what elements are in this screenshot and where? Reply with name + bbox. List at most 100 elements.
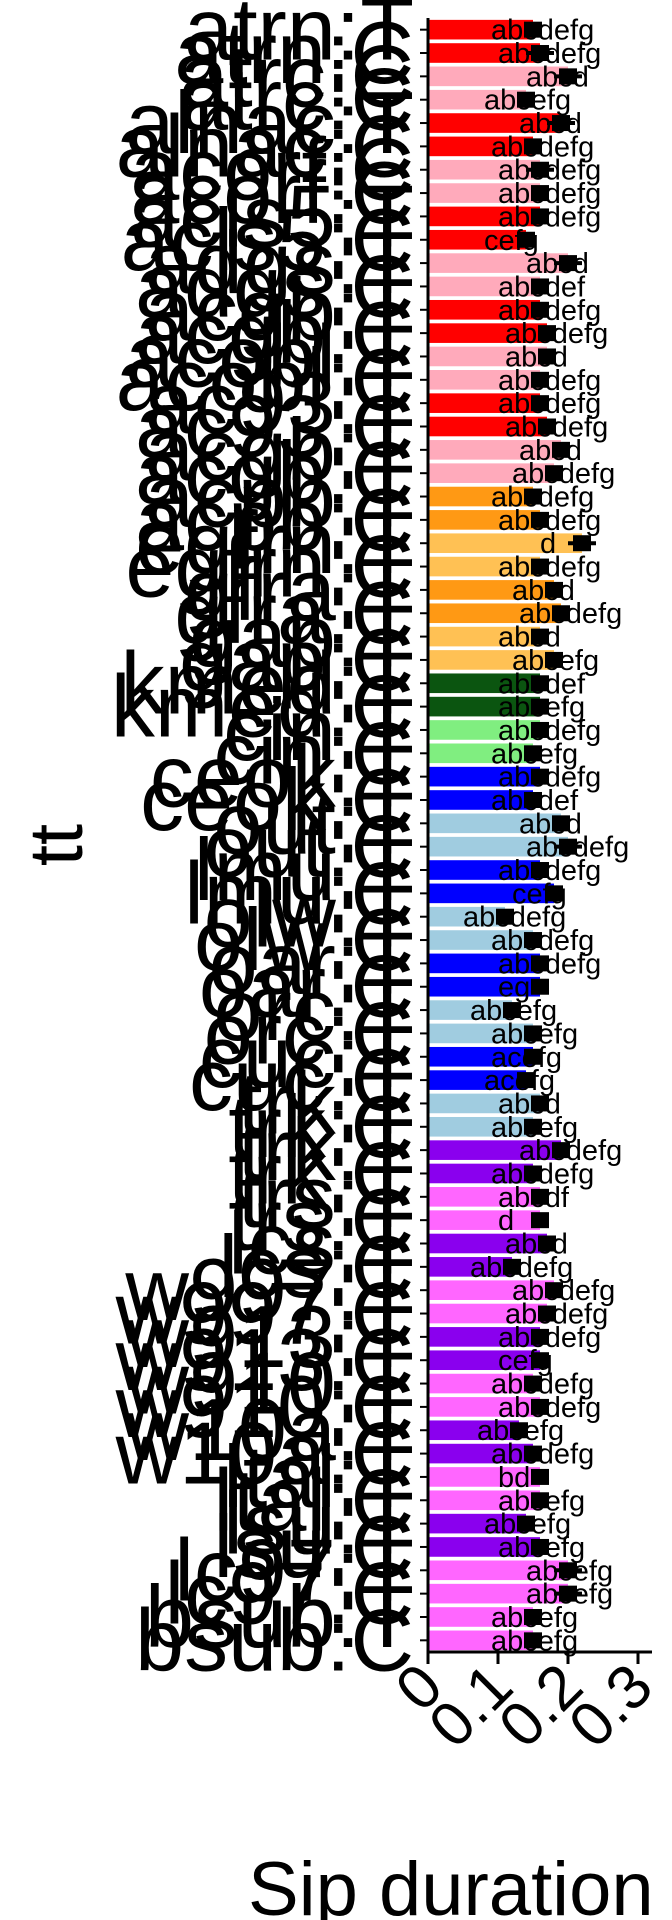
y-tick-label: trk:T — [238, 1100, 414, 1199]
bar-label: abcdefg — [498, 295, 601, 327]
bar-label: abcdefg — [498, 388, 601, 420]
bar — [428, 276, 540, 297]
error-marker — [531, 955, 549, 972]
y-tick-label: w997:C — [115, 1264, 414, 1363]
error-marker — [524, 1632, 542, 1649]
error-marker — [559, 255, 577, 272]
bar-label: cefg — [512, 878, 567, 910]
bar-label: cefg — [498, 1345, 553, 1377]
y-tick-label: w910:T — [124, 1334, 414, 1433]
y-tick-label: lc97:C — [165, 1544, 414, 1643]
bar — [428, 89, 526, 110]
y-tick-label: adgs:C — [135, 236, 414, 335]
error-marker — [524, 488, 542, 505]
bar — [428, 1000, 512, 1020]
error-marker — [524, 1445, 542, 1462]
bar — [428, 416, 547, 437]
bar — [428, 836, 568, 857]
error-marker — [552, 605, 570, 622]
bar-label: abcdefg — [491, 1439, 594, 1471]
bar-label: abcd — [526, 61, 589, 93]
y-tick-label: gap:T — [189, 587, 414, 686]
error-marker — [524, 932, 542, 949]
y-tick-labels: atrn:Tatrn:Catrc:Catrc:Calnac:Talnac:Cac… — [111, 0, 414, 1689]
y-tick-label: cin:T — [223, 680, 414, 779]
bar — [428, 696, 540, 717]
error-marker — [545, 465, 563, 482]
bar-label: abcdefg — [491, 15, 594, 47]
bar — [428, 159, 540, 180]
bar — [428, 953, 540, 974]
error-marker — [510, 1422, 528, 1439]
bar-label: abcefg — [477, 1415, 564, 1447]
bar — [428, 510, 540, 530]
bar-label: abcdefg — [526, 832, 629, 864]
error-marker — [545, 651, 563, 668]
error-marker — [524, 1608, 542, 1625]
error-marker — [531, 395, 549, 412]
y-tick-label: acls5:T — [130, 166, 414, 265]
y-tick-label: atrn:T — [184, 0, 414, 79]
y-tick-label: adgs:T — [145, 213, 414, 312]
bar — [428, 1280, 554, 1300]
bar — [428, 1023, 533, 1044]
error-marker — [524, 791, 542, 808]
bar-label: abcefg — [512, 645, 599, 677]
error-marker — [531, 161, 549, 178]
error-marker — [517, 91, 535, 108]
y-tick-label: out:C — [204, 797, 414, 896]
error-marker — [531, 628, 549, 645]
y-tick-label: bsub:T — [145, 1567, 414, 1666]
bar-label: d — [540, 528, 556, 560]
y-tick-label: orc:C — [204, 983, 414, 1082]
bar-label: abcefg — [470, 995, 557, 1027]
y-tick-label: w10a:T — [124, 1380, 414, 1479]
y-tick-label: egfrn:T — [135, 493, 414, 592]
bar-label: abcdefg — [498, 201, 601, 233]
error-marker — [503, 1002, 521, 1019]
bar — [428, 860, 540, 880]
bar-label: abcdefg — [519, 598, 622, 630]
bar — [428, 1630, 533, 1651]
error-marker — [552, 1142, 570, 1159]
error-marker — [531, 278, 549, 295]
bar — [428, 1490, 540, 1511]
bar — [428, 766, 540, 787]
error-marker — [531, 208, 549, 225]
error-marker — [559, 68, 577, 85]
y-tick-label: acorf:C — [130, 143, 414, 242]
bar — [428, 136, 533, 157]
error-marker — [531, 45, 549, 62]
error-marker — [531, 862, 549, 879]
error-marker — [538, 1235, 556, 1252]
y-tick-label: acls5:C — [121, 190, 414, 289]
error-marker — [531, 1328, 549, 1345]
bar-label: abcdefg — [491, 131, 594, 163]
bar-label: bd — [498, 1462, 530, 1494]
y-tick-label: cuc:T — [199, 1007, 414, 1106]
bar — [428, 463, 554, 483]
bar-label: abcdefg — [491, 482, 594, 514]
y-tick-label: oar:T — [209, 913, 414, 1012]
bar-label: abcdefg — [505, 318, 608, 350]
bar — [428, 43, 540, 63]
bar-label: eg — [498, 972, 530, 1004]
bar-label: abcd — [512, 575, 575, 607]
bar-label: abcd — [498, 622, 561, 654]
bar — [428, 906, 505, 927]
y-tick-label: w910:C — [115, 1357, 414, 1456]
y-tick-label: acgb:T — [145, 260, 414, 359]
bar — [428, 650, 554, 670]
bar-label: abcdef — [498, 271, 586, 303]
bar-label: abcefg — [491, 738, 578, 770]
bar-label: abcdefg — [498, 178, 601, 210]
y-tick-label: egfrn:C — [125, 517, 414, 616]
bar-label: d — [498, 1205, 514, 1237]
bar — [428, 1046, 533, 1067]
bar-label: abcd — [526, 248, 589, 280]
bar-label: abcd — [505, 1229, 568, 1261]
bars — [428, 19, 582, 1651]
error-marker — [545, 1282, 563, 1299]
bar-labels: abcdefgabcdefgabcdabcefgabcdabcdefgabcde… — [463, 15, 629, 1658]
